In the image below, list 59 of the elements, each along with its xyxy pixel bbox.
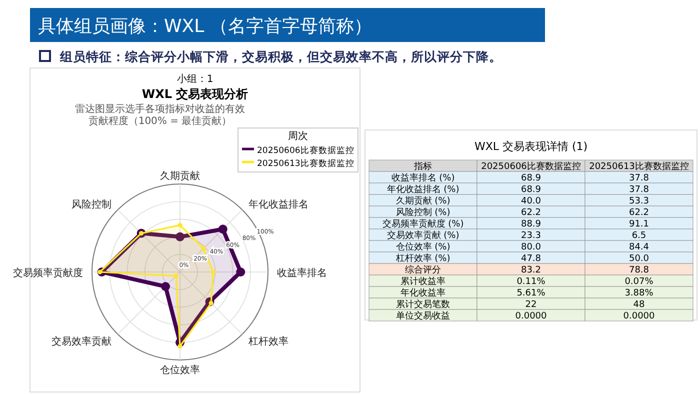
text: 37.8 bbox=[628, 174, 650, 184]
text: 78.8 bbox=[628, 266, 650, 276]
spoke-label: 久期贡献 bbox=[160, 170, 200, 182]
text: 6.5 bbox=[632, 231, 646, 241]
text: 22 bbox=[525, 300, 537, 310]
text: 杠杆效率 (%) bbox=[396, 254, 450, 264]
spoke-label: 收益率排名 bbox=[276, 267, 327, 279]
text: 仓位效率 (%) bbox=[396, 242, 450, 252]
text: 年化收益率 bbox=[400, 288, 446, 298]
text: 年化收益排名 (%) bbox=[386, 185, 460, 195]
text: 交易效率贡献 (%) bbox=[386, 231, 460, 241]
text: 53.3 bbox=[628, 196, 650, 206]
legend-title: 周次 bbox=[288, 131, 308, 142]
text: 62.2 bbox=[520, 208, 542, 218]
category-label: 指标 bbox=[413, 161, 432, 172]
text: 风险控制 (%) bbox=[396, 208, 450, 218]
text: 0.0000 bbox=[515, 312, 547, 322]
text: 80.0 bbox=[520, 242, 542, 252]
text: 48 bbox=[633, 300, 645, 310]
text: 0.0000 bbox=[623, 312, 655, 322]
text: 具体组员画像：WXL （名字首字母简称） bbox=[38, 16, 372, 37]
text: 0.11% bbox=[516, 277, 546, 287]
text: 47.8 bbox=[520, 254, 542, 264]
text: 84.4 bbox=[628, 242, 650, 252]
text: 收益率排名 (%) bbox=[391, 174, 455, 184]
text: 久期贡献 (%) bbox=[396, 196, 450, 206]
spoke-label: 交易频率贡献度 bbox=[13, 267, 84, 279]
legend-label: 20250613比赛数据监控 bbox=[257, 158, 354, 169]
text: 83.2 bbox=[520, 266, 542, 276]
chart-subtitle: 雷达图显示选手各项指标对收益的有效贡献程度（100% = 最佳贡献） bbox=[75, 103, 245, 127]
legend-label: 20250606比赛数据监控 bbox=[257, 145, 354, 156]
text: 68.9 bbox=[520, 185, 542, 195]
spoke-label: 杠杆效率 bbox=[247, 335, 288, 348]
text: 3.88% bbox=[624, 288, 654, 298]
spoke-label: 年化收益排名 bbox=[248, 198, 308, 211]
text: 小组：1 bbox=[176, 73, 214, 85]
text: 50.0 bbox=[628, 254, 650, 264]
text: 综合评分 bbox=[405, 266, 441, 276]
text: WXL 交易表现详情 (1) bbox=[474, 140, 588, 153]
spoke-label: 交易效率贡献 bbox=[52, 335, 112, 348]
category-label: 20250606比赛数据监控 bbox=[481, 161, 581, 172]
text: 40.0 bbox=[520, 196, 542, 206]
text: 0.07% bbox=[624, 277, 654, 287]
spoke-label: 仓位效率 bbox=[160, 364, 200, 376]
text: 单位交易收益 bbox=[396, 312, 450, 322]
spoke-label: 风险控制 bbox=[72, 198, 112, 211]
text: 62.2 bbox=[628, 208, 650, 218]
text: 交易频率贡献度 (%) bbox=[382, 220, 464, 230]
text: 37.8 bbox=[628, 185, 650, 195]
text: 23.3 bbox=[520, 231, 542, 241]
text: 88.9 bbox=[520, 220, 542, 230]
text: 组员特征：综合评分小幅下滑，交易积极，但交易效率不高，所以评分下降。 bbox=[59, 49, 502, 64]
text: 91.1 bbox=[628, 220, 650, 230]
text: 累计交易笔数 bbox=[396, 300, 450, 310]
text: 68.9 bbox=[520, 174, 542, 184]
text: 5.61% bbox=[516, 288, 546, 298]
text: 累计收益率 bbox=[400, 277, 446, 287]
chart-title: WXL 交易表现分析 bbox=[142, 87, 248, 101]
category-label: 20250613比赛数据监控 bbox=[589, 161, 689, 172]
